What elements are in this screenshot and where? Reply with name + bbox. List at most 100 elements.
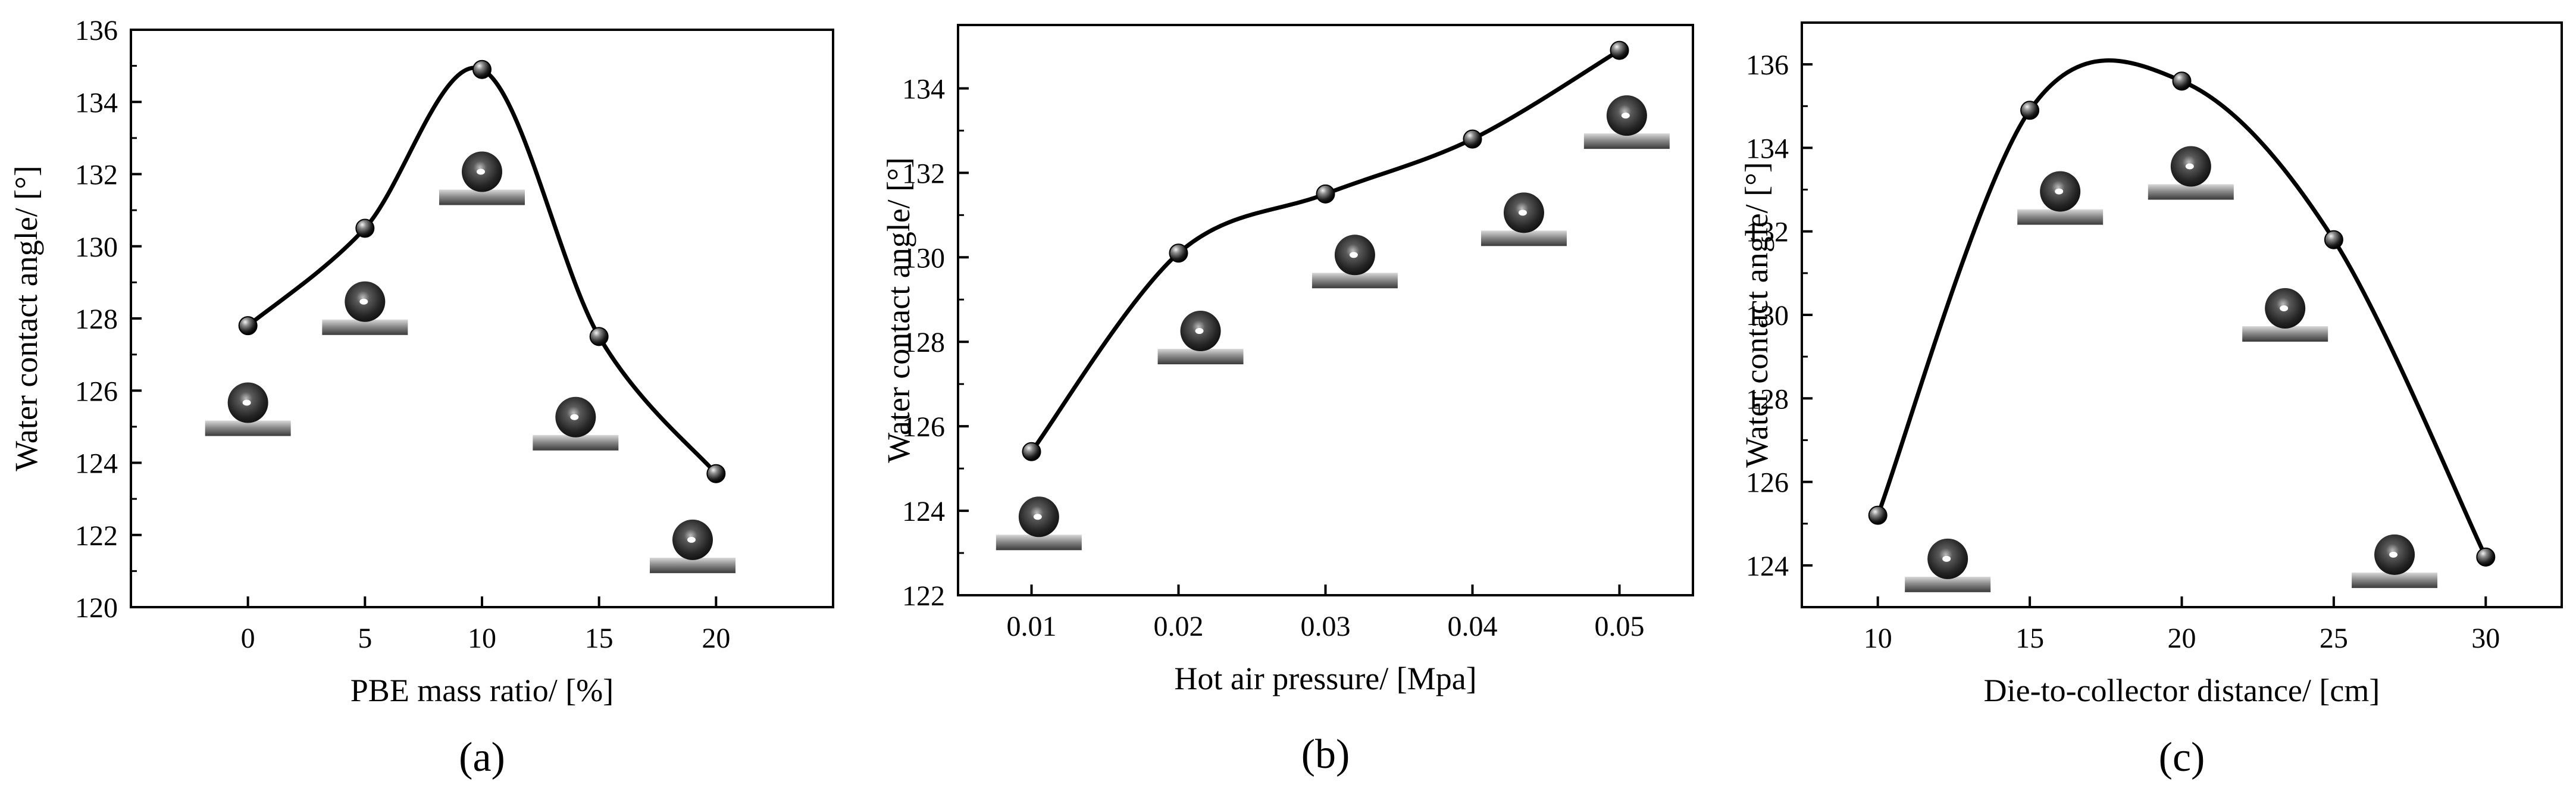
droplet-substrate [1312,273,1398,289]
x-axis-title: Die-to-collector distance/ [cm] [1984,673,2380,708]
x-tick-label: 0.02 [1154,611,1204,642]
droplet-highlight [1033,514,1042,520]
droplet-substrate [2352,572,2438,588]
droplet-image [533,396,619,451]
droplet-highlight [570,414,579,420]
droplet-substrate [1157,349,1244,365]
droplet-substrate [205,420,291,436]
fit-curve [1029,48,1621,453]
chart-panel-b: 0.01 0.02 0.03 0.04 0.05 122 124 126 128 130 132 13… [881,24,1694,777]
y-tick-label: 136 [75,15,118,46]
data-point [1463,129,1482,149]
droplet-image [2242,288,2328,342]
droplet-image [1481,192,1567,246]
y-tick-label: 122 [75,520,118,552]
x-tick-label: 0.05 [1595,611,1645,642]
y-tick-label: 120 [75,592,118,624]
droplet-image [1583,95,1670,149]
droplet-substrate [1583,133,1670,149]
plot-frame [957,24,1694,596]
x-tick-label: 10 [468,623,496,654]
droplet-substrate [996,535,1082,551]
droplet-highlight [2055,188,2064,195]
droplet-substrate [2242,326,2328,342]
data-point [1316,184,1335,204]
y-tick-label: 132 [902,158,945,189]
droplet-image [2148,146,2234,200]
y-tick-label: 134 [1746,133,1789,164]
y-tick-label: 126 [902,411,945,443]
x-tick-label: 0.04 [1448,611,1498,642]
data-point [1169,243,1188,263]
droplet-highlight [2280,305,2289,311]
x-tick-label: 20 [702,623,730,654]
droplet-substrate [439,189,525,205]
droplet-image [322,281,408,335]
droplet-substrate [1481,230,1567,246]
x-tick-label: 15 [585,623,614,654]
y-tick-label: 130 [902,242,945,274]
data-point [2020,101,2040,120]
data-point [1868,505,1888,525]
droplet-substrate [1905,576,1991,592]
panel-label: (c) [2159,735,2205,780]
droplet-substrate [533,435,619,451]
y-tick-label: 130 [1746,300,1789,332]
y-tick-label: 124 [75,448,118,480]
droplet-highlight [2185,163,2194,170]
droplet-image [1157,311,1244,365]
y-tick-label: 130 [75,232,118,263]
droplet-highlight [2389,551,2398,558]
data-point [2476,547,2496,567]
panel-label: (b) [1301,732,1350,777]
data-point [706,464,726,483]
data-point [1610,40,1629,60]
y-tick-label: 122 [902,580,945,612]
y-tick-label: 134 [75,87,118,118]
y-tick-label: 128 [902,327,945,358]
x-axis-title: Hot air pressure/ [Mpa] [1174,661,1476,696]
droplet-image [1905,538,1991,592]
data-point [238,316,258,336]
x-tick-label: 0.03 [1301,611,1351,642]
y-tick-label: 124 [902,496,945,527]
droplet-substrate [322,319,408,335]
chart-panel-c: 10 15 20 25 30 124 126 128 130 132 134 136 Die-to-co… [1739,21,2563,780]
y-tick-label: 126 [1746,467,1789,499]
y-tick-label: 134 [902,73,945,105]
droplet-highlight [1621,112,1630,119]
y-axis-title: Water contact angle/ [°] [881,157,916,462]
droplet-highlight [1942,555,1951,562]
x-tick-label: 25 [2320,623,2348,654]
droplet-image [650,519,735,573]
x-tick-label: 15 [2015,623,2044,654]
data-point [355,218,375,238]
droplet-image [2352,534,2438,588]
chart-panel-a: 0 5 10 15 20 120 122 124 126 128 130 132 134 136 PBE m… [8,15,834,780]
droplet-image [205,382,291,436]
fit-curve [1876,58,2488,558]
plot-frame [1801,21,2563,608]
data-point [472,60,492,79]
data-point [2172,71,2192,91]
droplet-highlight [1349,252,1358,258]
x-tick-label: 30 [2471,623,2500,654]
x-axis-title: PBE mass ratio/ [%] [350,673,614,708]
droplet-image [1312,235,1398,289]
x-tick-label: 0 [241,623,255,654]
data-point [2324,230,2343,249]
droplet-substrate [2017,209,2104,225]
panel-label: (a) [459,735,505,780]
droplet-highlight [1195,328,1204,335]
x-tick-label: 5 [358,623,372,654]
y-axis-title: Water contact angle/ [°] [8,165,44,471]
droplet-highlight [359,298,368,305]
fit-curve [246,65,718,475]
droplet-image [439,151,525,205]
y-tick-label: 128 [75,304,118,335]
plot-frame [130,29,834,608]
x-tick-label: 10 [1864,623,1892,654]
droplet-image [2017,171,2104,225]
x-tick-label: 20 [2168,623,2196,654]
